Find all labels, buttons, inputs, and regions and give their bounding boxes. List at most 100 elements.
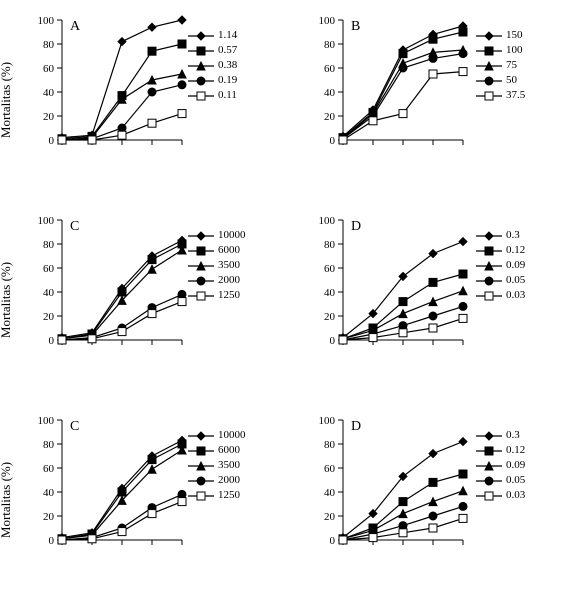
- svg-text:A: A: [70, 19, 81, 34]
- svg-text:20: 20: [43, 111, 55, 123]
- legend-item: 0.03: [476, 288, 525, 303]
- legend-label: 10000: [218, 228, 246, 243]
- legend-label: 0.11: [218, 88, 237, 103]
- legend-item: 0.3: [476, 228, 525, 243]
- svg-text:D: D: [351, 419, 361, 434]
- legend-label: 0.03: [506, 288, 525, 303]
- svg-text:20: 20: [324, 511, 336, 523]
- chart-panel-d: 020406080100D0.30.120.090.050.03: [281, 400, 562, 600]
- legend-item: 0.57: [188, 43, 237, 58]
- legend-item: 0.05: [476, 273, 525, 288]
- svg-text:B: B: [351, 19, 360, 34]
- chart-panel-c: 0 20 40 60 80 100 C 100006000350020001250 Mortal…: [0, 200, 281, 400]
- legend: 0.30.120.090.050.03: [476, 428, 525, 503]
- svg-text:80: 80: [43, 39, 55, 51]
- legend-label: 100: [506, 43, 523, 58]
- legend-label: 0.05: [506, 273, 525, 288]
- legend: 100006000350020001250: [188, 428, 246, 503]
- legend-item: 10000: [188, 228, 246, 243]
- svg-text:40: 40: [43, 487, 55, 499]
- chart-panel-d: 020406080100D0.30.120.090.050.03: [281, 200, 562, 400]
- legend: 100006000350020001250: [188, 228, 246, 303]
- legend-label: 0.09: [506, 258, 525, 273]
- legend-item: 0.03: [476, 488, 525, 503]
- legend-item: 3500: [188, 458, 246, 473]
- legend-label: 1250: [218, 288, 240, 303]
- svg-text:20: 20: [324, 111, 336, 123]
- svg-text:0: 0: [49, 535, 55, 547]
- svg-text:60: 60: [324, 463, 336, 475]
- svg-text:C: C: [70, 419, 79, 434]
- legend-label: 1250: [218, 488, 240, 503]
- legend-item: 100: [476, 43, 525, 58]
- legend-label: 3500: [218, 458, 240, 473]
- legend-label: 3500: [218, 258, 240, 273]
- chart-svg: 0 20 40 60 80 100 A: [0, 0, 281, 200]
- svg-text:80: 80: [43, 239, 55, 251]
- svg-text:40: 40: [324, 287, 336, 299]
- legend-item: 0.38: [188, 58, 237, 73]
- svg-text:0: 0: [330, 535, 336, 547]
- y-axis-label: Mortalitas (%): [0, 262, 14, 338]
- legend-item: 150: [476, 28, 525, 43]
- legend-item: 0.05: [476, 473, 525, 488]
- legend-label: 0.57: [218, 43, 237, 58]
- y-axis-label: Mortalitas (%): [0, 62, 14, 138]
- legend-item: 1250: [188, 288, 246, 303]
- svg-text:0: 0: [49, 335, 55, 347]
- svg-text:100: 100: [38, 415, 55, 427]
- svg-text:40: 40: [324, 87, 336, 99]
- legend-item: 0.11: [188, 88, 237, 103]
- legend-label: 0.38: [218, 58, 237, 73]
- legend-item: 3500: [188, 258, 246, 273]
- svg-text:60: 60: [43, 263, 55, 275]
- legend-label: 6000: [218, 443, 240, 458]
- legend-item: 2000: [188, 473, 246, 488]
- chart-panel-a: 0 20 40 60 80 100 A 1.140.570.380.190.11 Mortali…: [0, 0, 281, 200]
- legend: 1.140.570.380.190.11: [188, 28, 237, 103]
- legend-item: 6000: [188, 443, 246, 458]
- svg-text:60: 60: [43, 63, 55, 75]
- svg-text:100: 100: [38, 15, 55, 27]
- legend-item: 6000: [188, 243, 246, 258]
- legend-label: 10000: [218, 428, 246, 443]
- legend-item: 2000: [188, 273, 246, 288]
- svg-text:40: 40: [43, 287, 55, 299]
- svg-text:80: 80: [43, 439, 55, 451]
- svg-text:40: 40: [324, 487, 336, 499]
- legend-label: 2000: [218, 473, 240, 488]
- legend: 150100755037.5: [476, 28, 525, 103]
- y-axis-label: Mortalitas (%): [0, 462, 14, 538]
- legend-label: 0.3: [506, 228, 520, 243]
- svg-text:80: 80: [324, 239, 336, 251]
- svg-text:100: 100: [38, 215, 55, 227]
- svg-text:20: 20: [43, 311, 55, 323]
- legend-item: 0.19: [188, 73, 237, 88]
- svg-text:20: 20: [43, 511, 55, 523]
- legend-item: 1.14: [188, 28, 237, 43]
- legend-label: 1.14: [218, 28, 237, 43]
- svg-text:C: C: [70, 219, 79, 234]
- legend-item: 0.09: [476, 458, 525, 473]
- legend-label: 150: [506, 28, 523, 43]
- legend-item: 75: [476, 58, 525, 73]
- svg-text:100: 100: [319, 415, 336, 427]
- legend-label: 50: [506, 73, 517, 88]
- legend-item: 37.5: [476, 88, 525, 103]
- chart-panel-b: 020406080100B150100755037.5: [281, 0, 562, 200]
- svg-text:0: 0: [49, 135, 55, 147]
- legend-label: 0.3: [506, 428, 520, 443]
- legend-label: 0.12: [506, 243, 525, 258]
- legend-item: 0.12: [476, 443, 525, 458]
- svg-text:60: 60: [324, 63, 336, 75]
- svg-text:100: 100: [319, 215, 336, 227]
- svg-text:0: 0: [330, 135, 336, 147]
- legend-label: 6000: [218, 243, 240, 258]
- legend-item: 0.3: [476, 428, 525, 443]
- legend-label: 2000: [218, 273, 240, 288]
- svg-text:60: 60: [324, 263, 336, 275]
- legend-label: 37.5: [506, 88, 525, 103]
- svg-text:40: 40: [43, 87, 55, 99]
- legend-label: 0.19: [218, 73, 237, 88]
- legend-item: 50: [476, 73, 525, 88]
